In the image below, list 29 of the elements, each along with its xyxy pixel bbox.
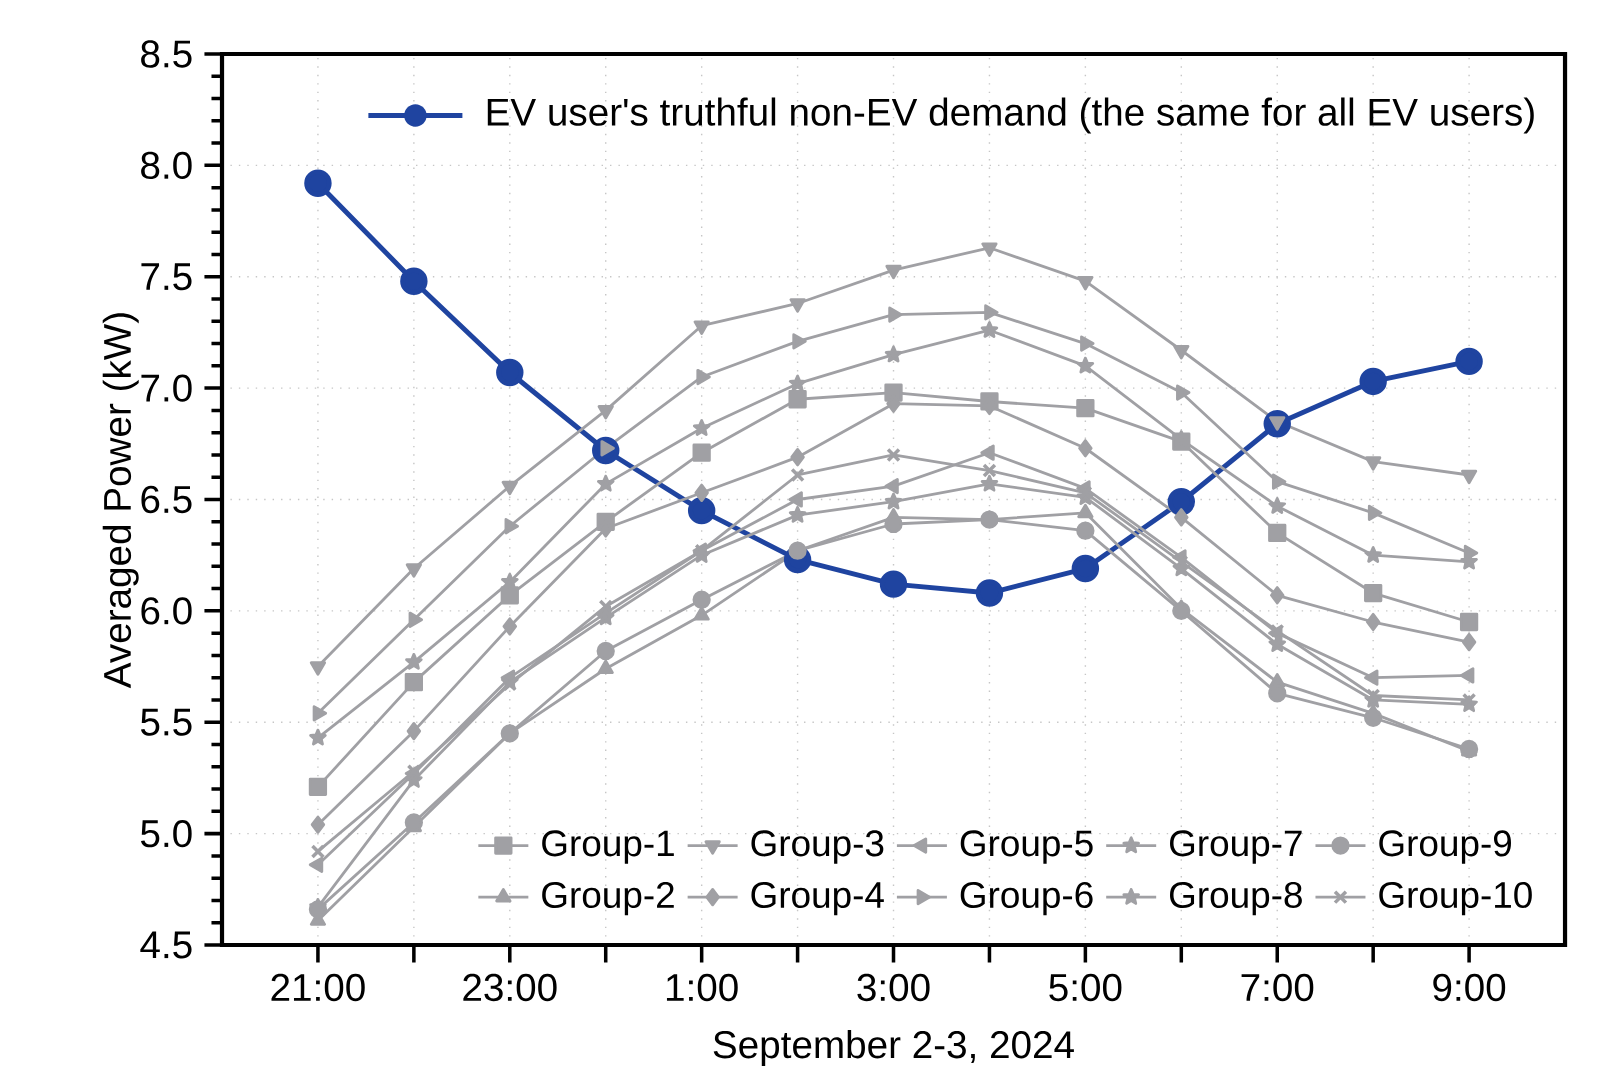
legend-label: Group-2 <box>542 882 674 916</box>
y-axis-title: Averaged Power (kW) <box>102 313 139 689</box>
legend-label: Group-1 <box>542 830 674 864</box>
legend-label: Group-5 <box>960 830 1093 864</box>
y-tick-label: 8.0 <box>141 151 192 180</box>
x-tick-label: 23:00 <box>463 974 557 1002</box>
legend-label: Group-10 <box>1379 882 1532 916</box>
legend-label: EV user's truthful non-EV demand (the same for all EV users) <box>487 97 1534 134</box>
y-tick-label: 4.5 <box>140 931 192 959</box>
y-tick-label: 7.5 <box>141 263 192 291</box>
legend-label: Group-4 <box>751 882 884 916</box>
legend-label: Group-3 <box>751 830 884 864</box>
legend-label: Group-9 <box>1379 830 1511 864</box>
x-tick-label: 1:00 <box>666 974 738 1002</box>
x-tick-label: 5:00 <box>1049 974 1122 1002</box>
y-tick-label: 5.0 <box>141 820 192 848</box>
y-tick-label: 8.5 <box>141 40 192 68</box>
y-tick-label: 6.0 <box>141 597 192 625</box>
x-tick-label: 7:00 <box>1241 974 1314 1002</box>
legend-label: Group-6 <box>960 882 1093 916</box>
legend-label: Group-7 <box>1170 830 1302 864</box>
x-tick-label: 21:00 <box>271 974 365 1002</box>
y-tick-label: 5.5 <box>141 708 192 736</box>
x-tick-label: 9:00 <box>1433 974 1506 1002</box>
legend-label: Group-8 <box>1170 882 1302 916</box>
y-tick-label: 7.0 <box>141 374 192 403</box>
y-tick-label: 6.5 <box>141 486 192 514</box>
x-tick-label: 3:00 <box>857 974 930 1002</box>
x-axis-title: September 2-3, 2024 <box>713 1030 1074 1067</box>
